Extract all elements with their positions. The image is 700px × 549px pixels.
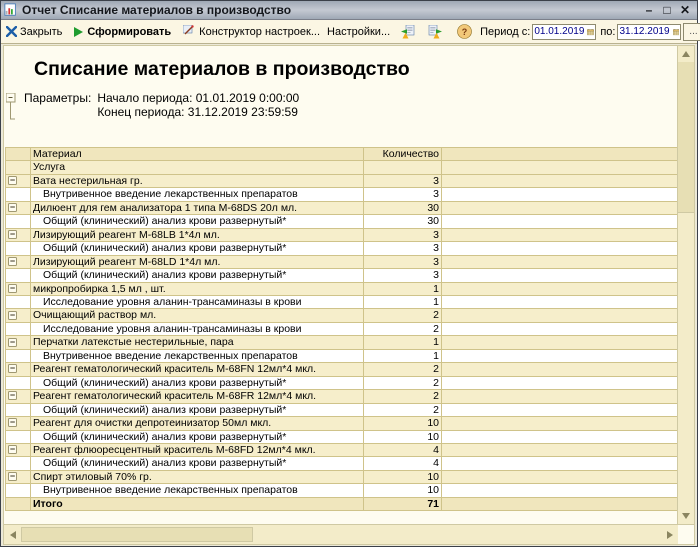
svg-text:?: ? [462, 27, 468, 37]
